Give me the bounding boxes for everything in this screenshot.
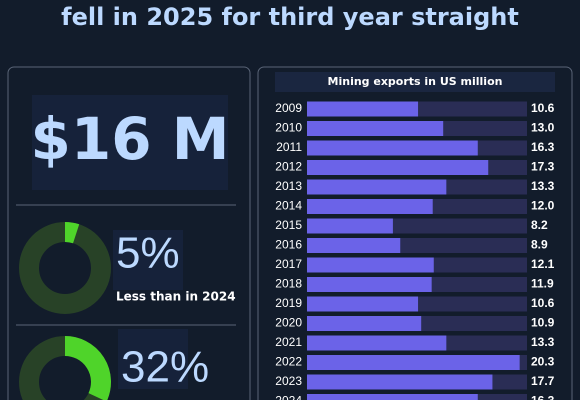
value-label: 12.1 (531, 257, 555, 271)
stat-caption: Less than in 2024 (116, 290, 236, 304)
y-tick-label: 2009 (275, 101, 302, 115)
bar (307, 121, 444, 136)
stat-value: 5% (116, 229, 180, 278)
value-label: 17.3 (531, 160, 555, 174)
bar (307, 179, 447, 195)
bar (307, 374, 493, 390)
bar (307, 277, 432, 292)
bar (307, 355, 520, 370)
bar (307, 101, 419, 117)
y-tick-label: 2017 (275, 257, 302, 271)
value-label: 17.7 (531, 374, 555, 388)
stat-box (113, 230, 183, 290)
value-label: 16.3 (531, 394, 555, 400)
donut-track (19, 222, 111, 314)
y-tick-label: 2020 (275, 316, 302, 330)
y-tick-label: 2010 (275, 121, 302, 135)
left-panel (7, 66, 251, 400)
bar (307, 160, 489, 175)
value-label: 10.9 (531, 316, 555, 330)
stat-value: 32% (121, 343, 209, 392)
y-tick-label: 2015 (275, 218, 302, 232)
value-label: 16.3 (531, 140, 555, 154)
value-label: 13.3 (531, 179, 555, 193)
value-label: 20.3 (531, 355, 555, 369)
chart-header (275, 72, 555, 92)
y-tick-label: 2013 (275, 179, 302, 193)
page-title: fell in 2025 for third year straight (61, 3, 519, 31)
value-label: 13.3 (531, 335, 555, 349)
y-tick-label: 2014 (275, 199, 302, 213)
y-tick-label: 2011 (276, 140, 302, 154)
bar (307, 394, 478, 400)
y-tick-label: 2024 (275, 394, 302, 400)
chart-title: Mining exports in US million (328, 75, 503, 88)
value-label: 8.9 (531, 238, 548, 252)
headline-box (32, 95, 228, 190)
stat-box (118, 329, 188, 389)
value-label: 13.0 (531, 121, 555, 135)
bar (307, 296, 419, 312)
y-tick-label: 2022 (275, 355, 302, 369)
bar (307, 218, 393, 234)
y-tick-label: 2021 (275, 335, 302, 349)
right-panel (257, 66, 573, 400)
bar (307, 238, 401, 253)
donut-arc (64, 336, 111, 400)
value-label: 10.6 (531, 296, 555, 310)
y-tick-label: 2016 (275, 238, 302, 252)
value-label: 11.9 (531, 277, 554, 291)
headline: $16 M (31, 105, 230, 173)
bar (307, 140, 478, 156)
value-label: 8.2 (531, 218, 548, 232)
bar (307, 257, 434, 273)
bar (307, 316, 422, 331)
y-tick-label: 2023 (275, 374, 302, 388)
value-label: 10.6 (531, 101, 555, 115)
y-tick-label: 2019 (275, 296, 302, 310)
donut-arc (64, 222, 80, 244)
value-label: 12.0 (531, 199, 555, 213)
y-tick-label: 2018 (275, 277, 302, 291)
y-tick-label: 2012 (275, 160, 302, 174)
bar (307, 199, 433, 214)
bar (307, 335, 447, 351)
